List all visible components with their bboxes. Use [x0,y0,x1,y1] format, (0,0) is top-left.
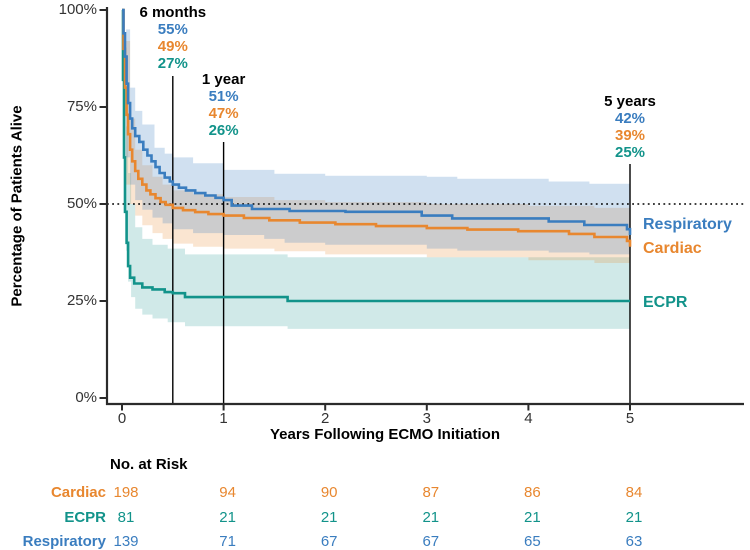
risk-count: 21 [320,509,338,526]
risk-count: 21 [219,509,236,526]
x-tick-label: 2 [321,410,330,427]
y-tick-label: 100% [58,1,97,18]
annotation-value-respiratory: 55% [157,21,188,38]
annotation-value-ecpr: 25% [614,144,646,161]
risk-count: 198 [113,484,139,501]
risk-row-label-ecpr: ECPR [64,509,106,526]
annotation-title: 1 year [201,71,246,88]
risk-count: 84 [625,484,643,501]
y-tick-label: 75% [66,98,97,115]
risk-count: 94 [219,484,236,501]
annotation-title: 5 years [604,93,656,110]
survival-curve-ecpr [121,8,630,303]
risk-count: 87 [422,484,440,501]
y-tick-label: 0% [75,389,97,406]
annotation-value-ecpr: 27% [157,55,188,72]
ci-band-cardiac [122,10,630,267]
risk-count: 86 [524,484,541,501]
curve-label-cardiac: Cardiac [643,240,702,257]
risk-count: 65 [524,533,541,550]
x-tick-label: 4 [524,410,533,427]
risk-row-label-cardiac: Cardiac [50,484,106,501]
risk-count: 21 [524,509,541,526]
risk-count: 21 [625,509,643,526]
risk-count: 21 [422,509,440,526]
risk-count: 67 [320,533,338,550]
risk-row-label-respiratory: Respiratory [22,533,106,550]
survival-curve-respiratory [122,8,632,235]
annotation-title: 6 months [139,4,207,21]
annotation-value-respiratory: 51% [208,88,239,105]
risk-count: 71 [219,533,236,550]
risk-count: 67 [422,533,440,550]
annotation-value-cardiac: 49% [157,38,188,55]
risk-count: 63 [625,533,643,550]
risk-table-title: No. at Risk [110,456,188,473]
survival-curve-cardiac [122,8,632,247]
annotation-1-year: 1 year 51% 47% 26% [149,71,299,139]
ci-band-respiratory [122,10,630,257]
curve-label-ecpr: ECPR [643,293,688,311]
annotation-value-cardiac: 47% [208,105,239,122]
y-tick-label: 25% [66,292,97,309]
annotation-6-months: 6 months 55% 49% 27% [98,4,248,72]
annotation-value-cardiac: 39% [614,127,646,144]
annotation-5-years: 5 years 42% 39% 25% [555,93,705,161]
x-tick-label: 5 [625,410,635,427]
x-tick-label: 1 [219,410,228,427]
risk-count: 81 [117,509,135,526]
risk-count: 90 [320,484,338,501]
x-tick-label: 0 [117,410,127,427]
annotation-value-ecpr: 26% [208,122,239,139]
curve-label-respiratory: Respiratory [643,215,732,233]
x-axis-title: Years Following ECMO Initiation [269,426,501,443]
risk-count: 139 [113,533,139,550]
annotation-value-respiratory: 42% [614,110,646,127]
x-tick-label: 3 [422,410,431,427]
y-tick-label: 50% [66,195,97,212]
